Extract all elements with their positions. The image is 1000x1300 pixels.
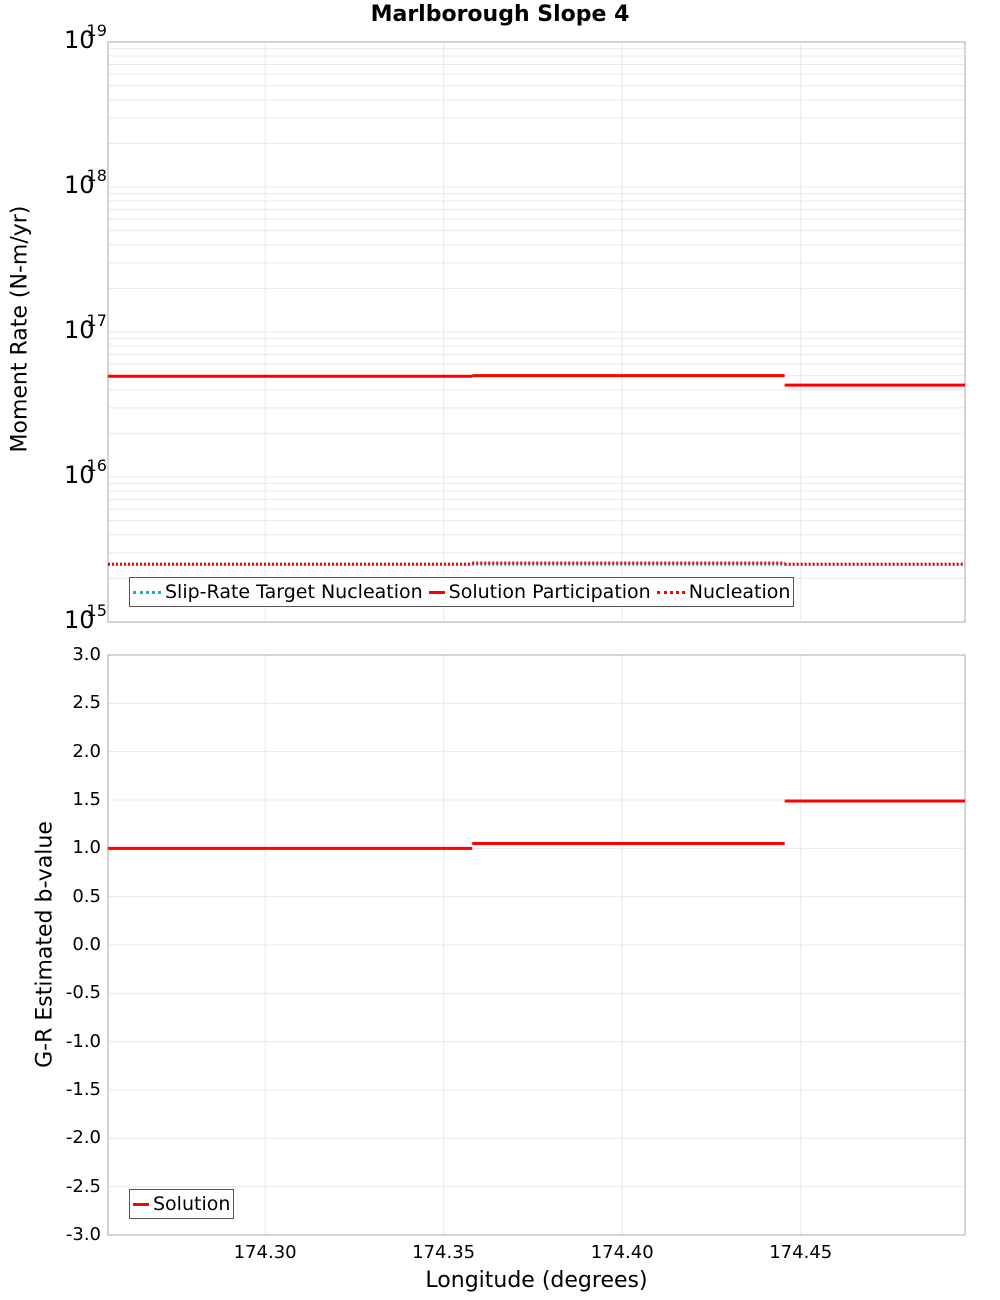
y-tick-label: -1.5: [65, 1079, 101, 1100]
dotted-line-swatch-icon: [133, 590, 161, 594]
y-tick-label: -0.5: [65, 982, 101, 1004]
y-tick-label: 1015: [64, 601, 107, 634]
y-tick-label: 1018: [64, 166, 107, 199]
y-tick-label: 1.5: [72, 789, 101, 810]
bottom-plot-frame: [107, 654, 966, 1236]
legend-label: Nucleation: [688, 581, 791, 603]
y-tick-label: 0.0: [72, 934, 101, 955]
legend-label: Solution Participation: [448, 581, 651, 603]
y-tick-label: 3.0: [72, 644, 101, 665]
legend-item: Solution: [133, 1193, 230, 1215]
chart-title: Marlborough Slope 4: [370, 2, 630, 27]
y-tick-label: -3.0: [65, 1224, 101, 1245]
x-tick-label: 174.45: [769, 1242, 833, 1263]
x-tick-label: 174.30: [233, 1242, 297, 1263]
bottom-legend: Solution: [129, 1189, 235, 1219]
y-tick-label: 2.0: [72, 740, 101, 762]
solid-line-swatch-icon: [133, 1202, 149, 1206]
top-legend: Slip-Rate Target Nucleation Solution Part…: [129, 577, 795, 607]
bottom-y-axis-label: G-R Estimated b-value: [32, 821, 58, 1068]
legend-label: Slip-Rate Target Nucleation: [165, 581, 423, 603]
top-y-axis-label: Moment Rate (N-m/yr): [7, 205, 33, 453]
y-tick-label: 2.5: [72, 692, 101, 714]
y-tick-label: -2.0: [65, 1127, 101, 1149]
top-plot-frame: [107, 41, 966, 623]
y-tick-label: 1016: [64, 456, 107, 489]
y-tick-label: 1019: [64, 21, 107, 54]
legend-item: Nucleation: [656, 581, 791, 603]
solid-line-swatch-icon: [428, 590, 445, 594]
legend-label: Solution: [153, 1193, 231, 1215]
y-tick-label: -2.5: [65, 1175, 101, 1197]
legend-item: Slip-Rate Target Nucleation: [133, 581, 423, 603]
x-axis-label: Longitude (degrees): [425, 1268, 648, 1293]
x-tick-label: 174.40: [590, 1242, 654, 1263]
x-tick-label: 174.35: [412, 1242, 476, 1263]
y-tick-label: 1017: [64, 311, 107, 344]
legend-item: Solution Participation: [428, 581, 651, 603]
dotted-line-swatch-icon: [656, 590, 685, 594]
y-tick-label: 0.5: [72, 885, 101, 907]
y-tick-label: 1.0: [72, 837, 101, 859]
y-tick-label: -1.0: [65, 1030, 101, 1052]
